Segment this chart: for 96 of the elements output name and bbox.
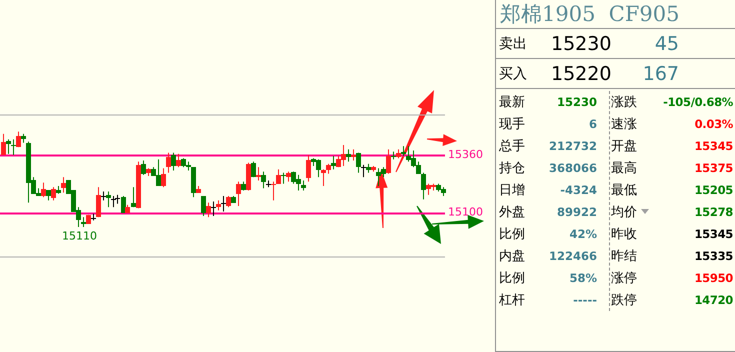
candlestick [251, 161, 256, 178]
candlestick [206, 202, 211, 218]
candlestick [361, 164, 366, 178]
candlestick [161, 168, 166, 188]
candlestick [331, 156, 336, 170]
text: 郑棉1905 CF905 [496, 0, 735, 29]
text: 涨停 [610, 270, 638, 287]
text: 均价 [610, 204, 638, 221]
text: 昨结 [610, 248, 638, 265]
candlestick [141, 160, 146, 176]
text: 15335 [693, 249, 733, 263]
candlestick [1, 133, 6, 156]
candlestick [96, 186, 101, 218]
text: 15278 [693, 205, 733, 219]
candlestick [346, 148, 351, 162]
text: 昨收 [610, 226, 638, 243]
text: 买入 [498, 64, 528, 82]
candlestick [201, 195, 206, 216]
candlestick [121, 195, 126, 214]
text: 跌停 [610, 292, 638, 309]
text: 总手 [498, 138, 526, 155]
candlestick [41, 182, 46, 198]
text: 涨跌 [610, 94, 638, 111]
candlestick [326, 163, 331, 174]
text: 最低 [610, 182, 638, 199]
text: 42% [568, 227, 597, 241]
text: 167 [642, 62, 679, 84]
text: 15220 [551, 62, 612, 84]
text: ----- [572, 293, 597, 307]
candlestick [171, 152, 176, 171]
text: 最新 [498, 94, 526, 111]
text: 15205 [693, 183, 733, 197]
candlestick [286, 171, 291, 182]
candlestick [386, 148, 391, 174]
text: 日增 [498, 182, 526, 199]
text: 比例 [498, 270, 526, 287]
text: 0.03% [694, 117, 733, 131]
candlestick [261, 171, 266, 189]
candlestick [51, 186, 56, 201]
candlestick [226, 195, 231, 208]
candlestick [421, 172, 426, 200]
candlestick [16, 131, 21, 148]
candlestick [81, 216, 86, 228]
text: 速涨 [610, 116, 638, 133]
text: 开盘 [610, 138, 638, 155]
text: 122466 [548, 249, 597, 263]
candlestick [236, 181, 241, 206]
text: 外盘 [498, 204, 526, 221]
text: -105/0.68% [662, 95, 733, 109]
text: -4324 [559, 183, 597, 197]
candlestick [166, 152, 171, 174]
candlestick [111, 195, 116, 208]
text: 比例 [498, 226, 526, 243]
candlestick [281, 172, 286, 184]
candlestick [131, 186, 136, 208]
candlestick [306, 154, 311, 182]
text: 15345 [693, 227, 733, 241]
y-tick-label: 15100 [448, 205, 483, 218]
text: 15375 [693, 161, 733, 175]
candlestick [46, 190, 51, 201]
text: 持仓 [498, 160, 526, 177]
candlestick [61, 176, 66, 194]
candlestick [256, 166, 261, 181]
text: 卖出 [498, 34, 528, 52]
candlestick [216, 200, 221, 211]
text: 15230 [551, 32, 612, 54]
candlestick [271, 181, 276, 201]
candlestick [276, 168, 281, 184]
candlestick [176, 153, 181, 168]
candlestick [351, 148, 356, 161]
text: 15230 [556, 95, 597, 109]
text: 212732 [548, 139, 597, 153]
text: 15950 [693, 271, 733, 285]
text: 14720 [693, 293, 733, 307]
text: 15345 [693, 139, 733, 153]
candlestick [106, 191, 111, 208]
text: 现手 [498, 116, 526, 133]
candlestick [211, 201, 216, 216]
text: 杠杆 [498, 292, 526, 309]
candlestick [221, 195, 226, 212]
candlestick [391, 151, 396, 160]
candlestick [356, 152, 361, 174]
candlestick [401, 146, 406, 157]
candlestick [6, 138, 11, 154]
text: 368066 [548, 161, 597, 175]
text: 6 [588, 117, 597, 131]
annotation: 15110 [62, 229, 97, 242]
text: 内盘 [498, 248, 526, 265]
text: 45 [654, 32, 679, 54]
candlestick [11, 138, 16, 156]
y-tick-label: 15360 [448, 148, 483, 161]
candlestick [321, 168, 326, 186]
candlestick [301, 180, 306, 191]
text: 最高 [610, 160, 638, 177]
text: 89922 [556, 205, 597, 219]
text: 58% [568, 271, 597, 285]
